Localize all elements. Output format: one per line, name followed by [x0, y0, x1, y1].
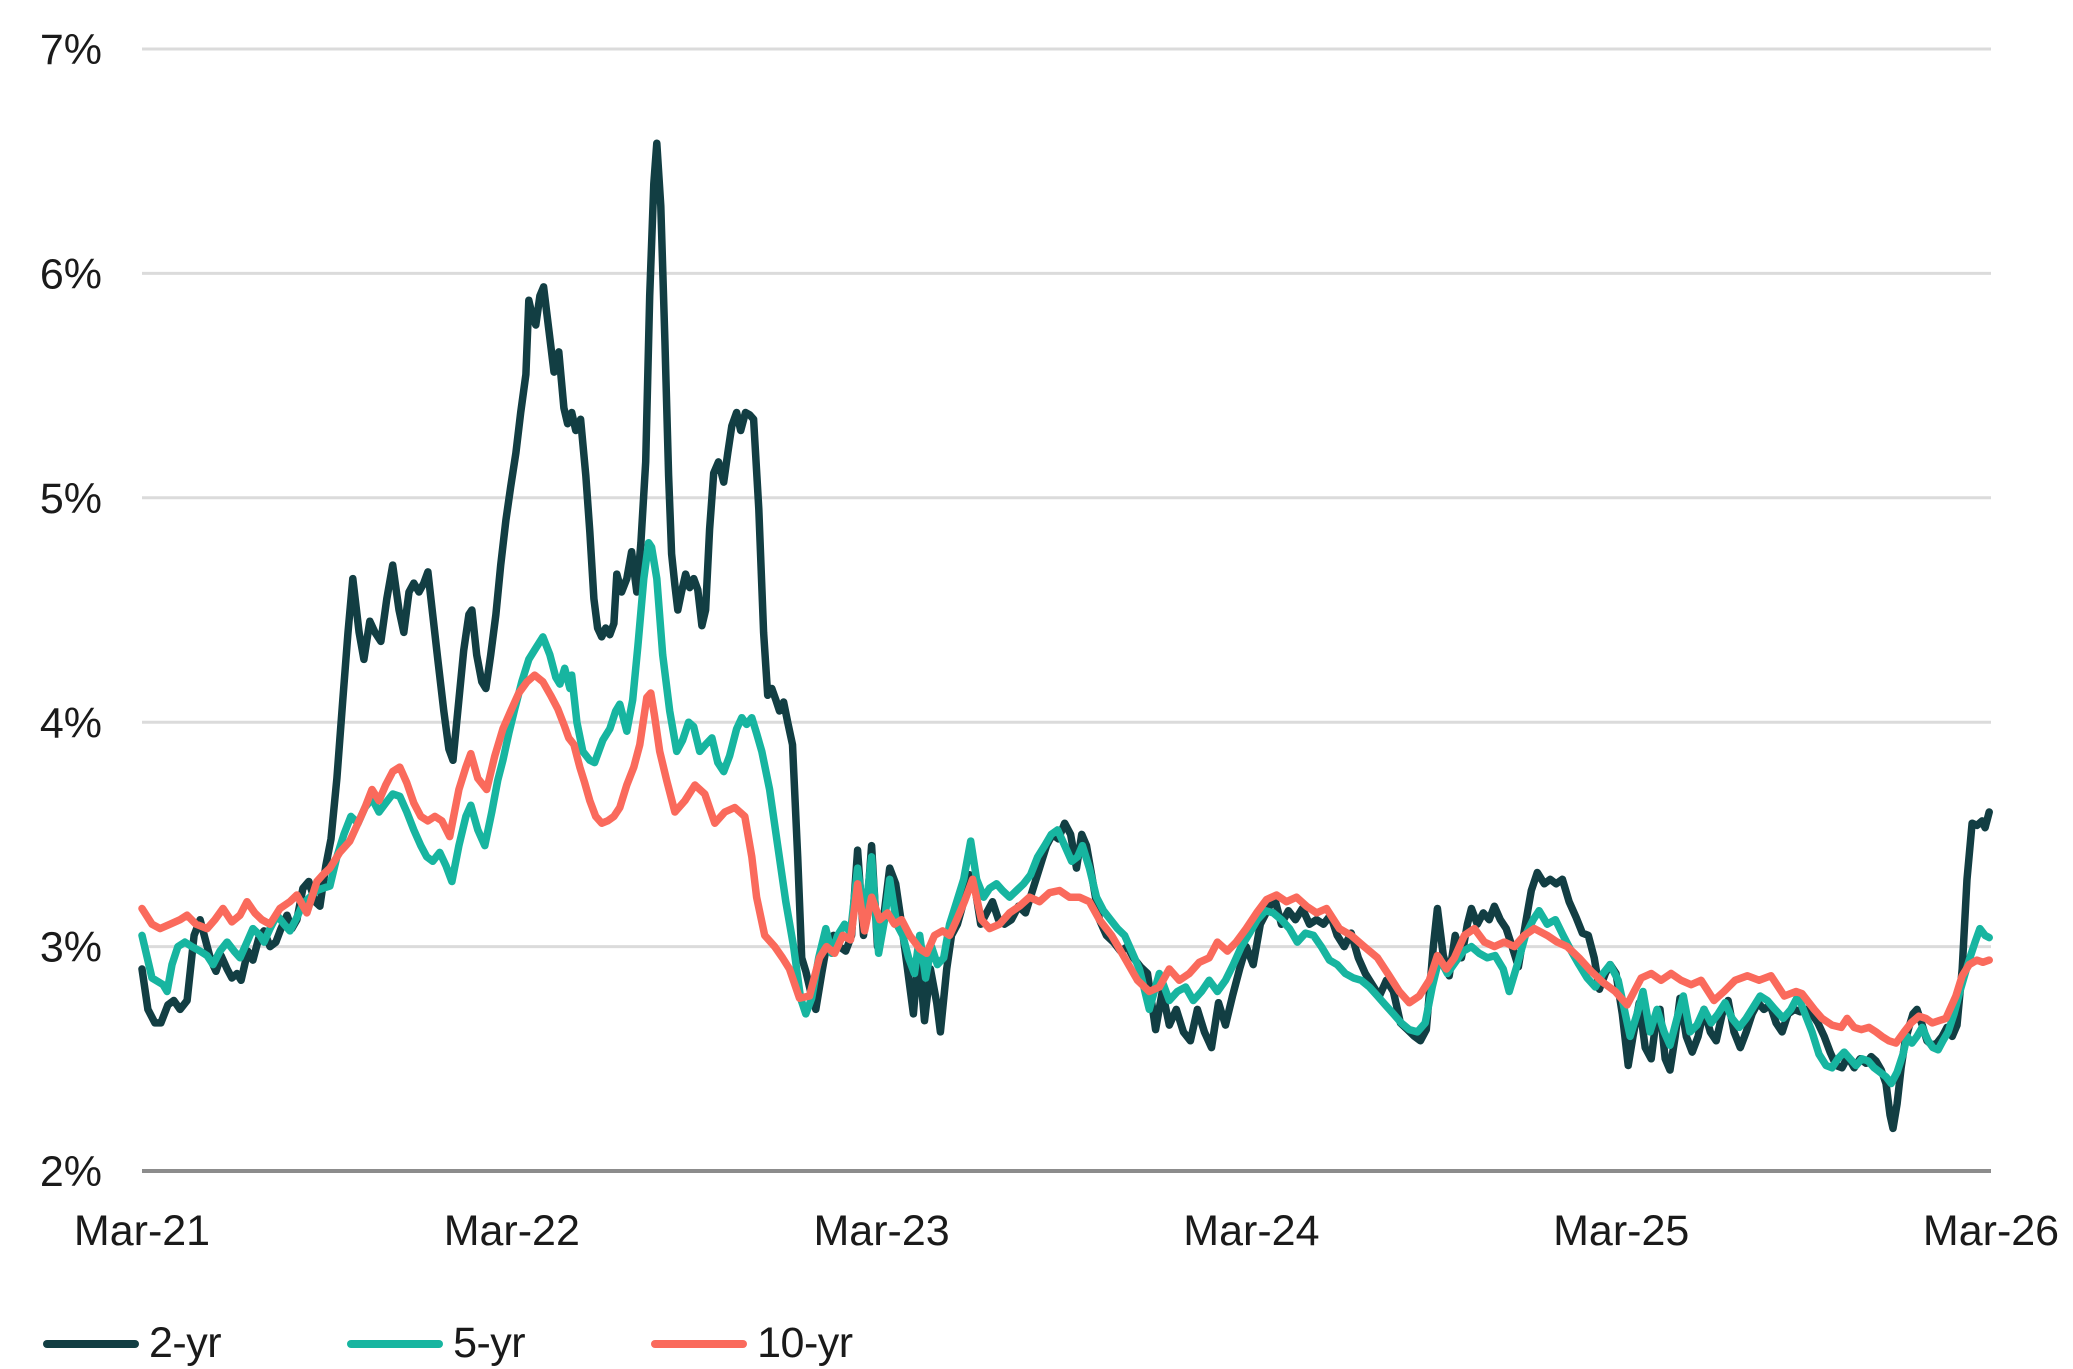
legend-swatch-5yr-line: [347, 1339, 444, 1348]
x-tick-label: Mar-26: [1923, 1207, 2059, 1255]
legend-item-5yr: 5-yr: [347, 1319, 526, 1367]
x-tick-label: Mar-23: [813, 1207, 949, 1255]
legend-swatch-2yr-line: [43, 1339, 139, 1348]
y-tick-label: 5%: [40, 475, 102, 523]
y-tick-label: 2%: [40, 1148, 102, 1196]
series-line-10-yr: [138, 671, 1993, 1047]
legend-swatch-10yr-line: [651, 1339, 748, 1348]
series-line-5-yr: [138, 538, 1993, 1088]
x-tick-label: Mar-25: [1553, 1207, 1689, 1255]
legend-item-2yr: 2-yr: [43, 1319, 222, 1367]
chart-legend: 2-yr 5-yr 10-yr: [43, 1322, 853, 1365]
legend-label-5yr: 5-yr: [453, 1319, 526, 1367]
legend-label-2yr: 2-yr: [149, 1319, 222, 1367]
x-tick-label: Mar-22: [444, 1207, 580, 1255]
y-tick-label: 7%: [40, 26, 102, 74]
legend-item-10yr: 10-yr: [651, 1319, 853, 1367]
y-tick-label: 3%: [40, 924, 102, 972]
x-tick-label: Mar-24: [1183, 1207, 1319, 1255]
series-line-2-yr: [138, 139, 1993, 1133]
x-tick-label: Mar-21: [74, 1207, 210, 1255]
y-tick-label: 4%: [40, 699, 102, 747]
y-tick-label: 6%: [40, 250, 102, 298]
legend-label-10yr: 10-yr: [757, 1319, 853, 1367]
